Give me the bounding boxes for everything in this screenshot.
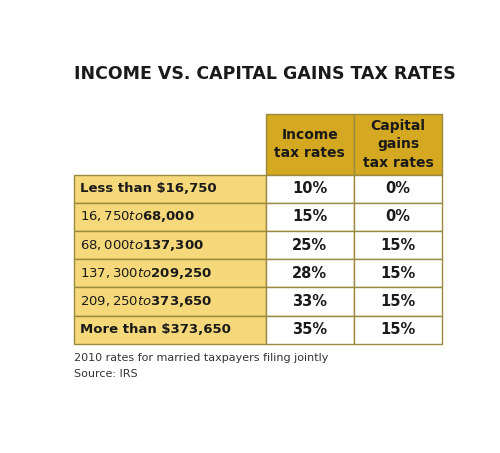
Text: Less than $16,750: Less than $16,750	[80, 182, 216, 195]
Text: 15%: 15%	[380, 238, 416, 253]
Bar	[266, 114, 354, 175]
Bar	[74, 259, 266, 288]
Bar	[354, 288, 442, 316]
Text: 15%: 15%	[292, 209, 328, 225]
Text: 33%: 33%	[292, 294, 327, 309]
Bar	[74, 316, 266, 344]
Text: INCOME VS. CAPITAL GAINS TAX RATES: INCOME VS. CAPITAL GAINS TAX RATES	[74, 65, 456, 83]
Bar	[74, 203, 266, 231]
Bar	[354, 114, 442, 175]
Text: Income
tax rates: Income tax rates	[274, 128, 345, 160]
Text: 2010 rates for married taxpayers filing jointly: 2010 rates for married taxpayers filing …	[74, 352, 328, 362]
Bar	[266, 203, 354, 231]
Text: 25%: 25%	[292, 238, 328, 253]
Bar	[354, 316, 442, 344]
Text: 15%: 15%	[380, 322, 416, 337]
Bar	[266, 259, 354, 288]
Bar	[354, 203, 442, 231]
Text: 10%: 10%	[292, 181, 328, 196]
Text: Capital
gains
tax rates: Capital gains tax rates	[362, 119, 434, 169]
Bar	[266, 288, 354, 316]
Bar	[266, 316, 354, 344]
Bar	[354, 231, 442, 259]
Text: $137,300 to $209,250: $137,300 to $209,250	[80, 266, 212, 281]
Text: 35%: 35%	[292, 322, 328, 337]
Text: Source: IRS: Source: IRS	[74, 369, 138, 379]
Text: 28%: 28%	[292, 266, 328, 281]
Text: $209,250 to $373,650: $209,250 to $373,650	[80, 294, 212, 309]
Text: 0%: 0%	[386, 209, 410, 225]
Bar	[74, 175, 266, 203]
Text: 0%: 0%	[386, 181, 410, 196]
Bar	[74, 288, 266, 316]
Text: $68,000 to $137,300: $68,000 to $137,300	[80, 238, 204, 253]
Text: 15%: 15%	[380, 266, 416, 281]
Bar	[354, 175, 442, 203]
Bar	[354, 259, 442, 288]
Bar	[266, 175, 354, 203]
Bar	[74, 231, 266, 259]
Bar	[266, 231, 354, 259]
Text: 15%: 15%	[380, 294, 416, 309]
Text: $16,750 to $68,000: $16,750 to $68,000	[80, 209, 194, 225]
Text: More than $373,650: More than $373,650	[80, 323, 231, 336]
